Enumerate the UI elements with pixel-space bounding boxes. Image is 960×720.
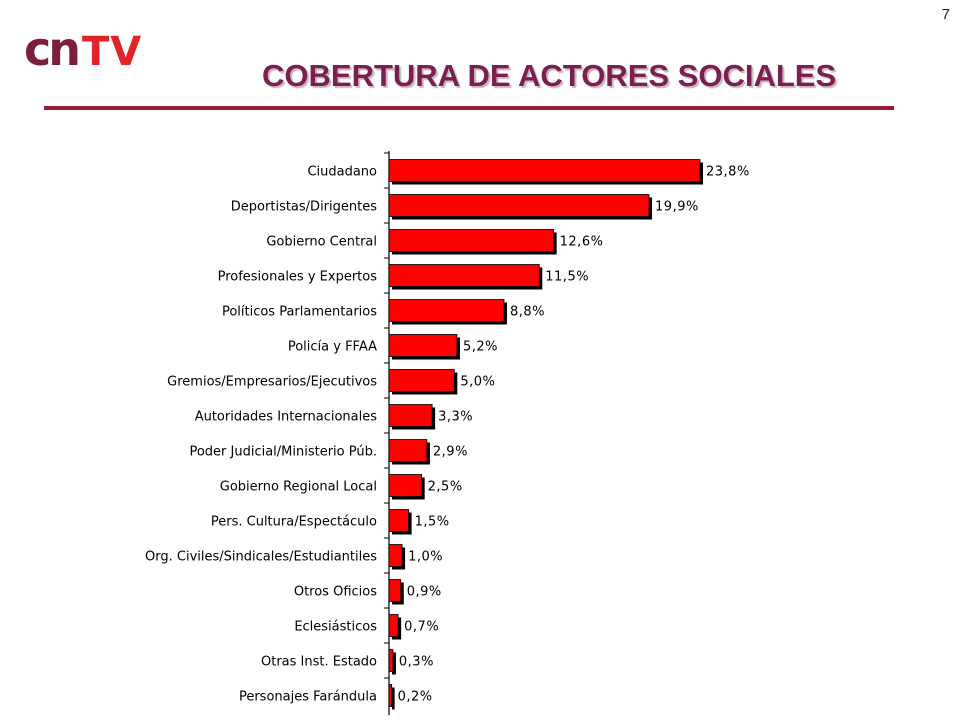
bar-shadow [392, 652, 396, 675]
bar [388, 264, 540, 287]
bar [388, 474, 423, 497]
bar [388, 334, 458, 357]
bar-chart: Ciudadano 23,8% Deportistas/Dirigentes 19,9… [145, 151, 750, 715]
bar [388, 544, 403, 567]
data-label: 8,8% [510, 305, 545, 320]
bar [388, 299, 505, 322]
data-label: 3,3% [438, 410, 473, 425]
logo-tv-text: TV [82, 29, 143, 75]
category-label: Gobierno Regional Local [220, 480, 377, 495]
data-label: 19,9% [655, 200, 699, 215]
data-label: 0,2% [398, 690, 433, 705]
logo-cn-text: cn [24, 22, 81, 76]
category-label: Ciudadano [307, 165, 377, 180]
data-label: 12,6% [560, 235, 604, 250]
data-label: 1,5% [415, 515, 450, 530]
data-label: 2,9% [433, 445, 468, 460]
bar [388, 229, 555, 252]
category-label: Policía y FFAA [288, 340, 377, 355]
bar [388, 509, 410, 532]
bar [388, 649, 394, 672]
category-label: Otras Inst. Estado [261, 655, 377, 670]
category-label: Otros Oficios [294, 585, 377, 600]
category-label: Eclesiásticos [294, 620, 377, 635]
category-label: Poder Judicial/Ministerio Púb. [189, 445, 377, 460]
bar [388, 614, 399, 637]
page-number: 7 [941, 6, 950, 23]
data-label: 0,3% [399, 655, 434, 670]
category-label: Profesionales y Expertos [218, 270, 378, 285]
data-label: 23,8% [706, 165, 750, 180]
bar-shadow [392, 687, 395, 710]
bar [388, 404, 433, 427]
category-label: Políticos Parlamentarios [222, 305, 377, 320]
category-label: Autoridades Internacionales [195, 410, 378, 425]
bar [388, 369, 455, 392]
title-divider [44, 106, 894, 110]
category-label: Org. Civiles/Sindicales/Estudiantiles [145, 550, 377, 565]
data-label: 1,0% [408, 550, 443, 565]
category-label: Gremios/Empresarios/Ejecutivos [167, 375, 377, 390]
category-label: Gobierno Central [266, 235, 377, 250]
data-label: 0,7% [404, 620, 439, 635]
cntv-logo: cn TV [24, 26, 142, 72]
data-label: 2,5% [428, 480, 463, 495]
bar [388, 439, 428, 462]
category-label: Personajes Farándula [239, 690, 377, 705]
data-label: 5,2% [463, 340, 498, 355]
bar [388, 159, 701, 182]
slide-title: COBERTURA DE ACTORES SOCIALES [262, 58, 837, 93]
bar [388, 194, 650, 217]
bar [388, 579, 402, 602]
data-label: 0,9% [407, 585, 442, 600]
data-label: 11,5% [545, 270, 589, 285]
category-label: Pers. Cultura/Espectáculo [211, 515, 377, 530]
category-label: Deportistas/Dirigentes [231, 200, 377, 215]
bar [388, 684, 393, 707]
data-label: 5,0% [460, 375, 495, 390]
